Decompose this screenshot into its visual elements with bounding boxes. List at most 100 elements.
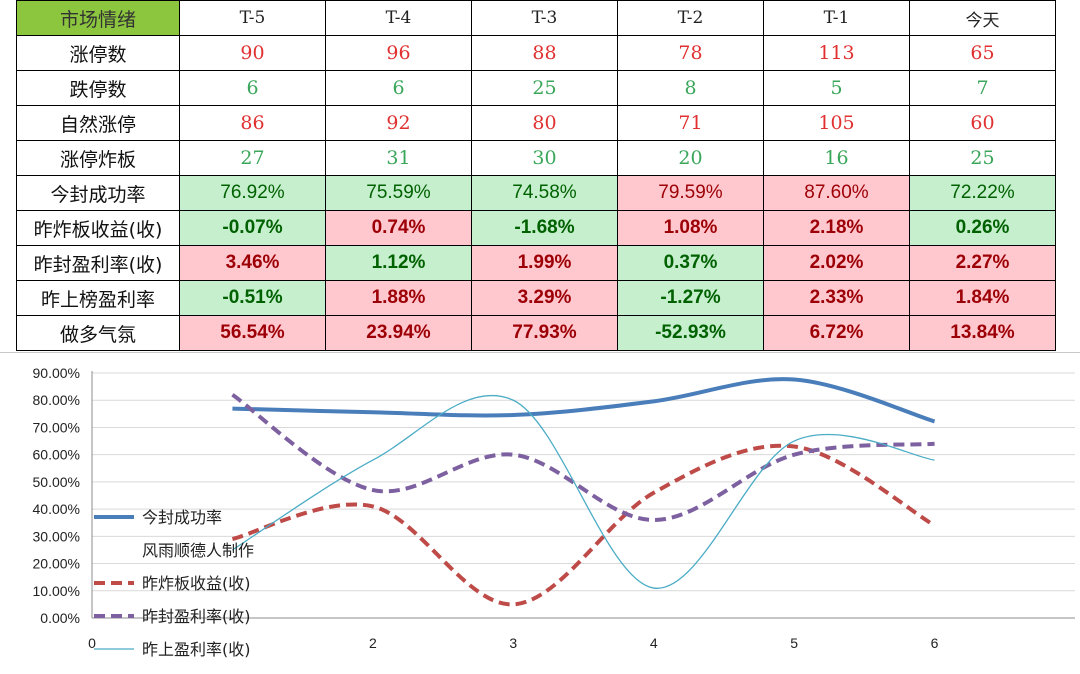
table-header-row: 市场情绪 T-5 T-4 T-3 T-2 T-1 今天 [16,0,1056,36]
sentiment-line-chart: 0.00% 10.00% 20.00% 30.00% 40.00% 50.00% 60.00… [0,353,1080,674]
row-label: 昨上榜盈利率 [16,280,180,316]
rate-row: 做多气氛 56.54% 23.94% 77.93% -52.93% 6.72% 13.84% [16,315,1056,351]
rate-row: 昨封盈利率(收) 3.46% 1.12% 1.99% 0.37% 2.02% 2.27% [16,245,1056,281]
row-label: 做多气氛 [16,315,180,351]
count-cell: 113 [763,35,910,71]
legend-label: 今封成功率 [142,508,222,527]
y-tick-label: 20.00% [33,556,80,572]
rate-cell: 2.02% [763,245,910,281]
column-header-2: T-4 [325,0,472,36]
rate-cell: 2.27% [909,245,1056,281]
rate-cell: -52.93% [617,315,764,351]
count-cell: 88 [471,35,618,71]
row-label: 涨停数 [16,35,180,71]
rate-cell: 0.26% [909,210,1056,246]
rate-cell: 87.60% [763,175,910,211]
row-label: 昨炸板收益(收) [16,210,180,246]
rate-row: 昨炸板收益(收) -0.07% 0.74% -1.68% 1.08% 2.18% 0.26% [16,210,1056,246]
row-label: 昨封盈利率(收) [16,245,180,281]
column-header-6: 今天 [909,0,1056,36]
row-label: 今封成功率 [16,175,180,211]
count-cell: 20 [617,140,764,176]
count-cell: 5 [763,70,910,106]
rate-cell: 0.74% [325,210,472,246]
y-tick-label: 10.00% [33,583,80,599]
series-line-1 [232,377,936,424]
header-label-cell: 市场情绪 [16,0,180,36]
count-cell: 71 [617,105,764,141]
rate-cell: 75.59% [325,175,472,211]
x-tick-label: 2 [369,635,377,651]
series-line-4 [232,394,935,589]
chart-separator [0,352,1080,353]
y-tick-label: 50.00% [33,474,80,490]
rate-cell: 1.12% [325,245,472,281]
count-cell: 65 [909,35,1056,71]
legend-label: 昨上盈利率(收) [142,640,251,659]
y-tick-label: 40.00% [33,501,80,517]
count-cell: 25 [909,140,1056,176]
count-cell: 7 [909,70,1056,106]
axes: 0.00% 10.00% 20.00% 30.00% 40.00% 50.00% 60.00… [33,365,1075,651]
rate-row: 昨上榜盈利率 -0.51% 1.88% 3.29% -1.27% 2.33% 1.84% [16,280,1056,316]
count-row: 涨停数 90 96 88 78 113 65 [16,35,1056,71]
count-cell: 30 [471,140,618,176]
rate-cell: 1.08% [617,210,764,246]
rate-cell: -0.51% [179,280,326,316]
count-cell: 92 [325,105,472,141]
row-label: 涨停炸板 [16,140,180,176]
rate-cell: 6.72% [763,315,910,351]
column-header-3: T-3 [471,0,618,36]
count-cell: 8 [617,70,764,106]
column-header-1: T-5 [179,0,326,36]
count-cell: 6 [325,70,472,106]
count-row: 涨停炸板 27 31 30 20 16 25 [16,140,1056,176]
table-body: 市场情绪 T-5 T-4 T-3 T-2 T-1 今天 涨停数 90 96 88 78 113 65 跌停数… [16,0,1056,351]
y-tick-label: 70.00% [33,419,80,435]
y-tick-label: 80.00% [33,392,80,408]
y-tick-label: 0.00% [40,610,80,626]
rate-cell: 1.99% [471,245,618,281]
y-tick-label: 60.00% [33,447,80,463]
rate-cell: 13.84% [909,315,1056,351]
x-tick-label: 6 [931,635,939,651]
row-label: 自然涨停 [16,105,180,141]
x-tick-label: 4 [650,635,658,651]
column-header-4: T-2 [617,0,764,36]
column-header-5: T-1 [763,0,910,36]
rate-cell: 1.84% [909,280,1056,316]
count-cell: 96 [325,35,472,71]
x-tick-label: 5 [790,635,798,651]
count-cell: 16 [763,140,910,176]
row-label: 跌停数 [16,70,180,106]
rate-cell: 74.58% [471,175,618,211]
rate-cell: 2.18% [763,210,910,246]
rate-cell: 77.93% [471,315,618,351]
count-cell: 27 [179,140,326,176]
rate-cell: 0.37% [617,245,764,281]
x-tick-label: 0 [88,635,96,651]
series-lines [231,377,936,607]
y-tick-label: 90.00% [33,365,80,381]
count-cell: 78 [617,35,764,71]
count-cell: 31 [325,140,472,176]
series-line-2 [231,443,936,607]
rate-cell: -1.68% [471,210,618,246]
chart-svg: 0.00% 10.00% 20.00% 30.00% 40.00% 50.00% 60.00… [33,365,1075,659]
count-cell: 105 [763,105,910,141]
rate-cell: 56.54% [179,315,326,351]
count-cell: 60 [909,105,1056,141]
rate-cell: 3.29% [471,280,618,316]
legend-watermark-text: 风雨顺德人制作 [142,541,254,560]
count-cell: 80 [471,105,618,141]
legend-label: 昨封盈利率(收) [142,607,251,626]
count-cell: 86 [179,105,326,141]
rate-cell: -1.27% [617,280,764,316]
legend-label: 昨炸板收益(收) [142,574,251,593]
rate-cell: 23.94% [325,315,472,351]
x-tick-label: 3 [509,635,517,651]
rate-cell: 79.59% [617,175,764,211]
rate-cell: 3.46% [179,245,326,281]
count-row: 跌停数 6 6 25 8 5 7 [16,70,1056,106]
